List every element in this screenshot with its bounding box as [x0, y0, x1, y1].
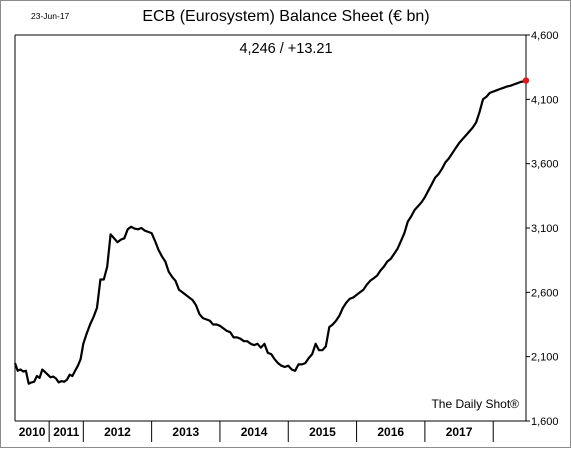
- x-tick-label: 2014: [241, 425, 268, 439]
- source-label: The Daily Shot®: [431, 397, 519, 411]
- series-line: [13, 79, 527, 385]
- x-tick-label: 2011: [53, 425, 79, 439]
- y-tick-label: 4,100: [531, 94, 559, 106]
- date-stamp: 23-Jun-17: [31, 11, 70, 21]
- x-axis: 2010 2011 2012 2013 2014 2015 2016 2017: [19, 421, 494, 442]
- chart-subtitle: 4,246 / +13.21: [239, 41, 332, 57]
- y-tick-label: 4,600: [531, 30, 559, 42]
- y-tick-label: 3,600: [531, 159, 559, 171]
- y-tick-label: 3,100: [531, 223, 559, 235]
- y-tick-label: 2,100: [531, 352, 559, 364]
- y-tick-label: 2,600: [531, 287, 559, 299]
- series-layer: [13, 77, 530, 385]
- x-tick-label: 2010: [19, 425, 46, 439]
- latest-value-marker: [522, 77, 530, 84]
- y-axis: 1,600 2,100 2,600 3,100 3,600 4,100 4,600: [526, 30, 559, 428]
- x-tick-label: 2016: [377, 425, 404, 439]
- plot-area: [14, 34, 527, 422]
- x-tick-label: 2015: [309, 425, 336, 439]
- y-tick-label: 1,600: [531, 416, 559, 428]
- x-tick-label: 2013: [172, 425, 199, 439]
- x-tick-label: 2012: [104, 425, 131, 439]
- chart-title: ECB (Eurosystem) Balance Sheet (€ bn): [142, 8, 429, 25]
- x-tick-label: 2017: [446, 425, 473, 439]
